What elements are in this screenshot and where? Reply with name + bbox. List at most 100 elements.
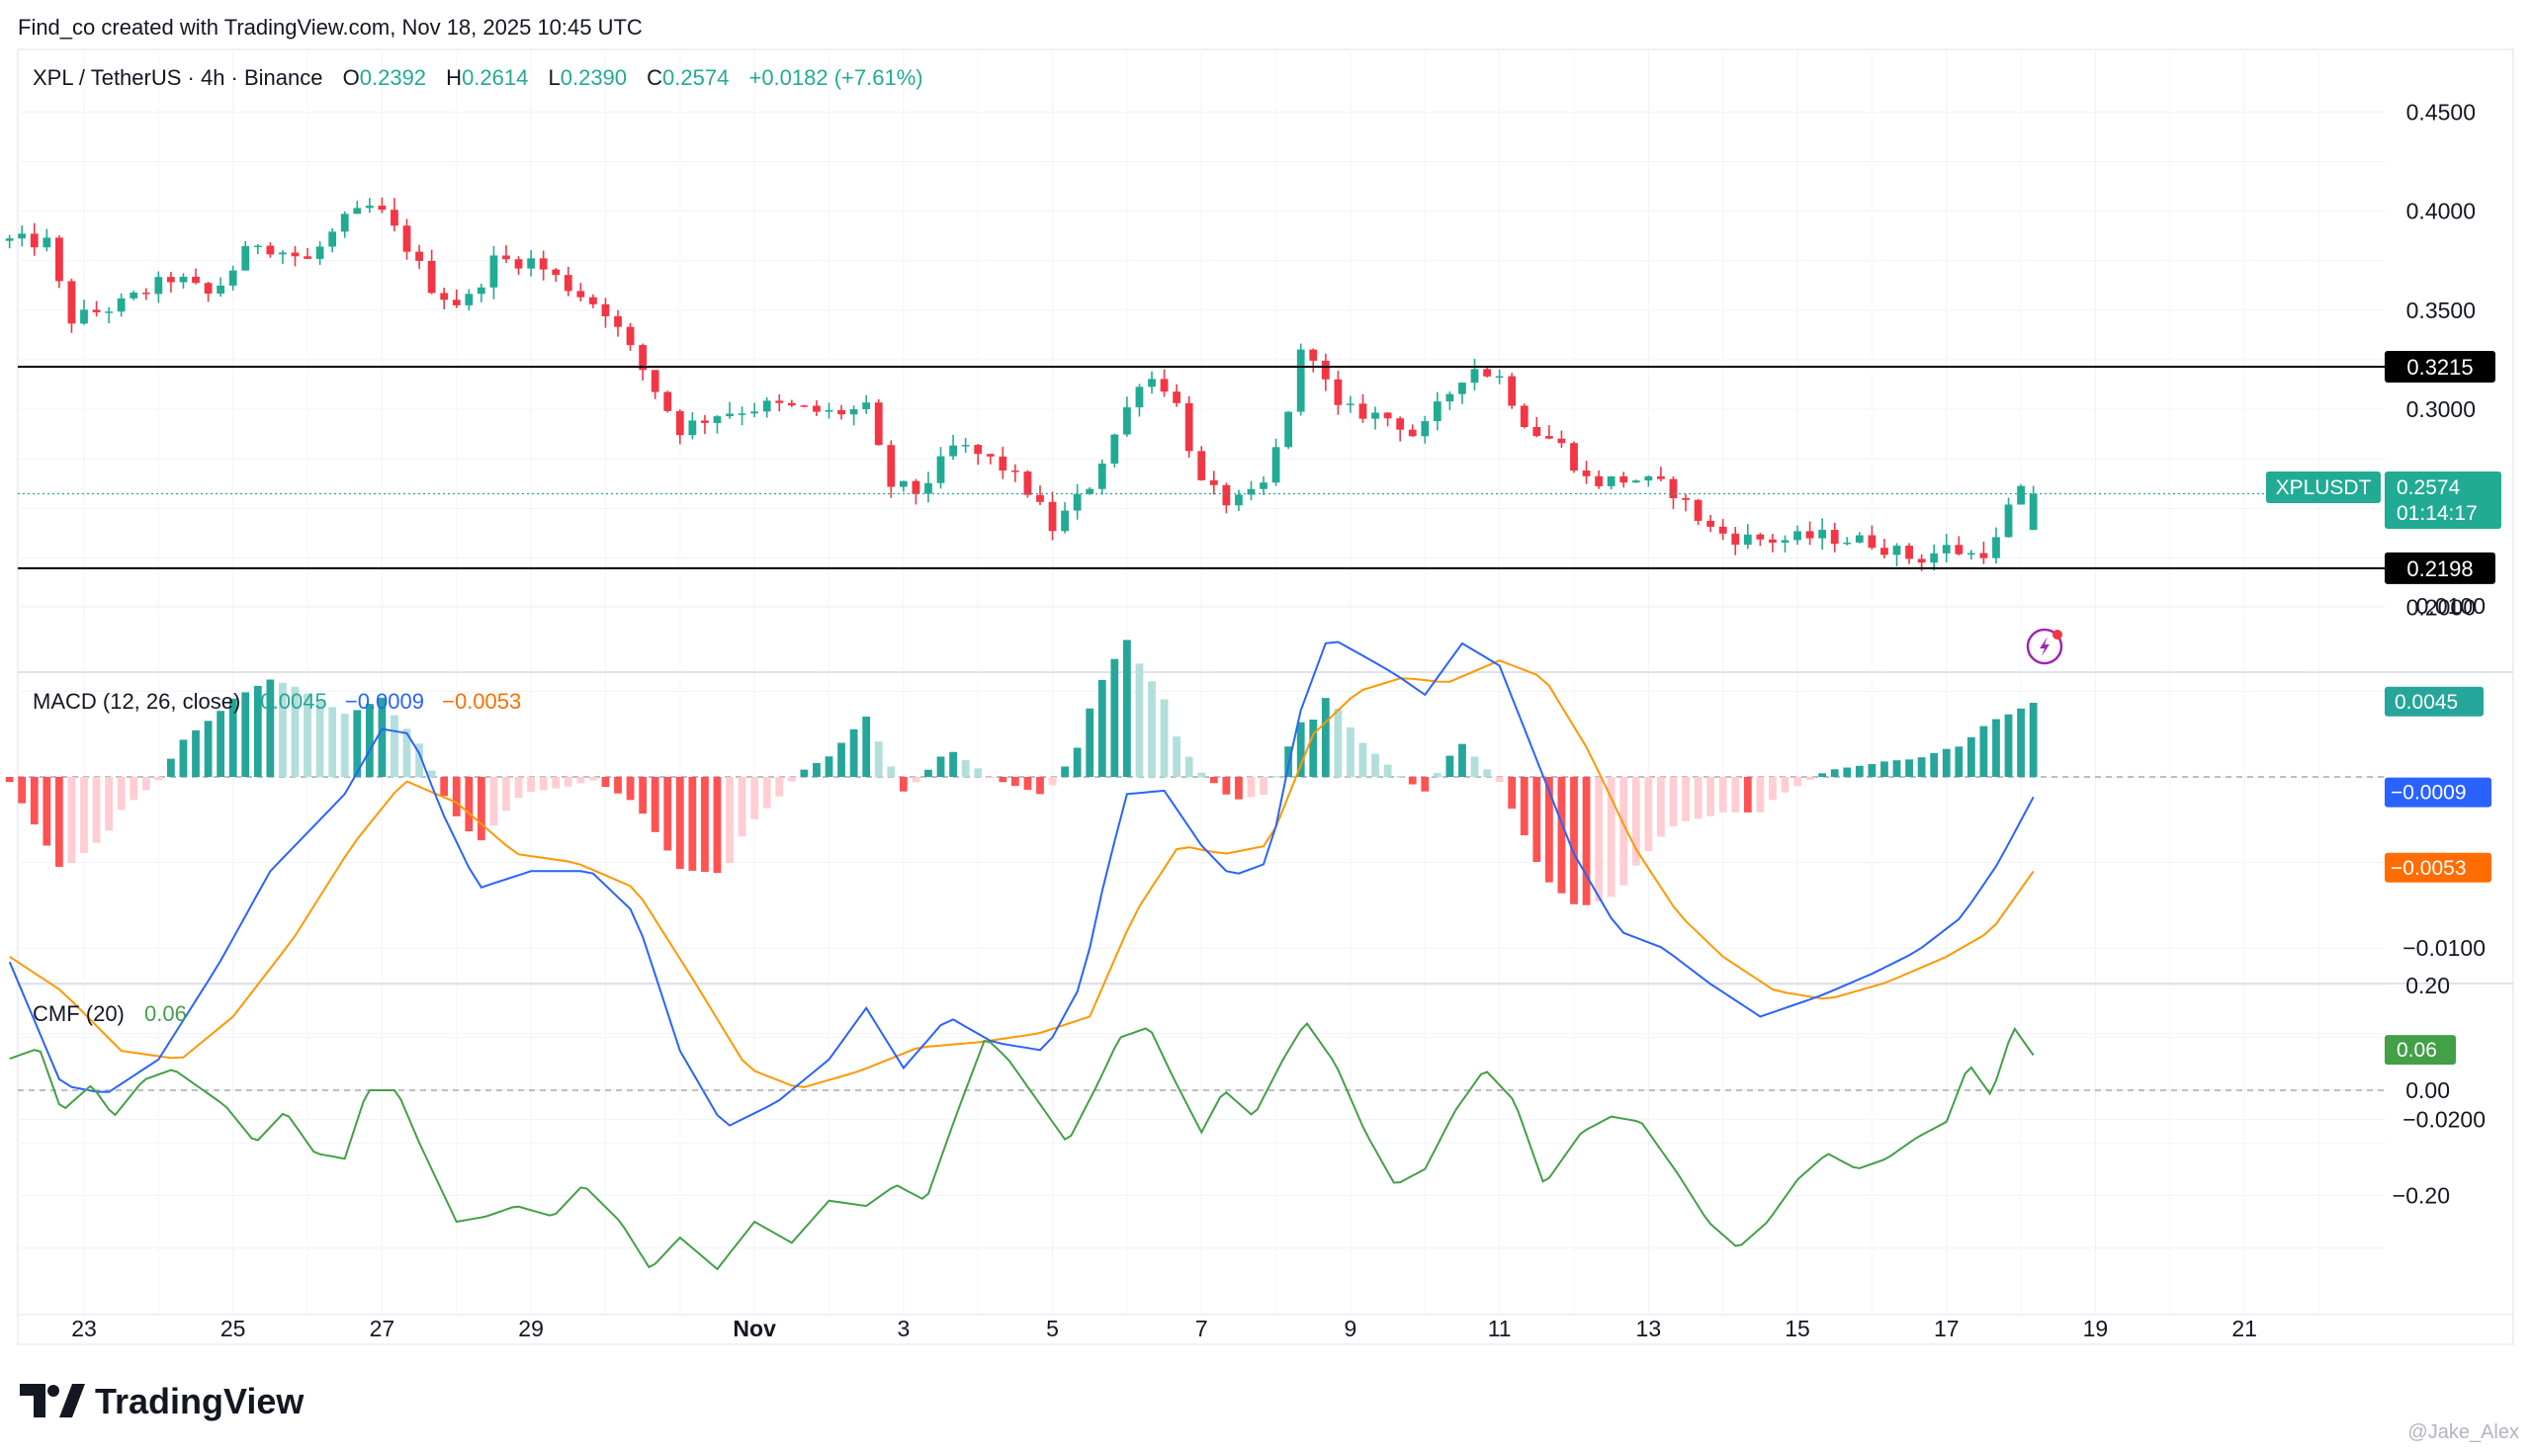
macd-hist-bar — [1992, 719, 2000, 777]
countdown-text: 01:14:17 — [2397, 502, 2478, 525]
svg-text:0.0045: 0.0045 — [2395, 691, 2458, 714]
macd-hist-bar — [1979, 726, 1988, 777]
candle-up — [1966, 553, 1975, 556]
candle-down — [564, 275, 572, 292]
macd-hist-bar — [1718, 777, 1727, 813]
candle-down — [1756, 534, 1765, 540]
candle-down — [1731, 533, 1740, 546]
macd-hist-bar — [452, 777, 461, 816]
macd-hist-bar — [1421, 777, 1430, 792]
macd-hist-bar — [1781, 777, 1789, 793]
macd-hist-bar — [1160, 699, 1169, 777]
candle-down — [999, 456, 1007, 471]
lightning-icon[interactable] — [2026, 628, 2063, 665]
candle-up — [353, 208, 362, 214]
macd-histogram — [5, 640, 2038, 905]
ohlc-legend: XPL / TetherUS · 4h · Binance O0.2392 H0… — [33, 65, 923, 90]
time-tick-label: 13 — [1636, 1316, 1662, 1341]
macd-hist-bar — [800, 769, 809, 777]
candle-down — [266, 245, 275, 255]
cmf-line — [9, 1022, 2035, 1271]
macd-hist-bar — [1433, 772, 1441, 777]
candle-up — [154, 277, 163, 295]
macd-hist-bar — [539, 777, 548, 791]
candle-down — [1160, 379, 1169, 392]
candle-up — [1235, 494, 1243, 506]
time-tick-label: 3 — [897, 1316, 910, 1341]
candle-down — [427, 260, 436, 294]
candle-up — [117, 298, 126, 312]
candle-down — [54, 237, 63, 282]
candle-down — [1769, 539, 1777, 543]
macd-hist-bar — [514, 777, 523, 799]
candle-down — [167, 277, 175, 283]
price-tick-label: 0.2000 — [2406, 595, 2476, 621]
candle-up — [1148, 379, 1156, 387]
macd-hist-bar — [1880, 761, 1888, 777]
macd-hist-bar — [701, 777, 709, 873]
candle-up — [1818, 530, 1827, 539]
candle-down — [391, 210, 398, 226]
macd-hist-bar — [1235, 777, 1243, 800]
candle-down — [974, 445, 983, 455]
macd-hist-bar — [1383, 764, 1392, 777]
candle-down — [1209, 479, 1218, 485]
candle-up — [825, 409, 833, 412]
macd-hist-bar — [92, 777, 101, 843]
macd-hist-bar — [1582, 777, 1591, 905]
candle-up — [18, 233, 27, 239]
candle-up — [340, 214, 349, 232]
macd-hist-bar — [601, 777, 610, 788]
time-tick-label: 17 — [1934, 1316, 1960, 1341]
macd-hist-bar — [1358, 742, 1367, 777]
macd-hist-bar — [1917, 757, 1926, 777]
grid-lines — [16, 49, 2385, 1315]
macd-hist-bar — [2004, 714, 2013, 777]
candle-down — [701, 420, 709, 423]
candle-down — [1955, 545, 1964, 555]
candle-down — [1321, 360, 1330, 380]
macd-hist-bar — [1036, 777, 1044, 795]
macd-hist-bar — [18, 777, 27, 804]
macd-hist-bar — [837, 742, 845, 777]
candle-up — [217, 285, 225, 295]
cmf-tick-label: −0.20 — [2393, 1182, 2450, 1208]
macd-hist-bar — [961, 760, 970, 777]
candle-down — [304, 256, 311, 259]
candle-down — [1184, 402, 1193, 452]
candle-up — [713, 416, 722, 423]
macd-hist-bar — [1123, 640, 1131, 777]
candle-up — [1296, 349, 1305, 412]
price-tick-label: 0.3000 — [2406, 396, 2476, 422]
candle-down — [204, 283, 213, 295]
candle-up — [1644, 475, 1653, 481]
macd-hist-bar — [167, 758, 175, 777]
candle-down — [601, 303, 610, 316]
candle-down — [1173, 391, 1181, 403]
time-tick-label: 29 — [518, 1316, 544, 1341]
candle-up — [949, 445, 957, 457]
candle-up — [1781, 540, 1789, 543]
macd-hist-bar — [328, 707, 337, 777]
change-value: +0.0182 (+7.61%) — [748, 65, 922, 90]
cmf-pane — [9, 1022, 2385, 1271]
macd-hist-bar — [688, 777, 697, 871]
candle-up — [1631, 480, 1640, 483]
macd-hist-bar — [912, 777, 920, 783]
macd-hist-bar — [1942, 748, 1951, 777]
candle-down — [1905, 546, 1913, 559]
candle-up — [750, 411, 759, 414]
candle-down — [1805, 531, 1814, 539]
svg-text:0.3215: 0.3215 — [2406, 355, 2473, 380]
candle-up — [279, 252, 287, 255]
macd-hist-bar — [489, 777, 498, 826]
macd-hist-value: 0.0045 — [260, 689, 326, 714]
macd-hist-bar — [1445, 755, 1454, 777]
macd-hist-bar — [2017, 708, 2025, 777]
macd-hist-bar — [477, 777, 485, 841]
macd-hist-bar — [1631, 777, 1640, 866]
candle-down — [1830, 530, 1839, 545]
macd-hist-bar — [1843, 767, 1852, 777]
candle-down — [1868, 535, 1876, 549]
macd-hist-bar — [1296, 722, 1305, 777]
